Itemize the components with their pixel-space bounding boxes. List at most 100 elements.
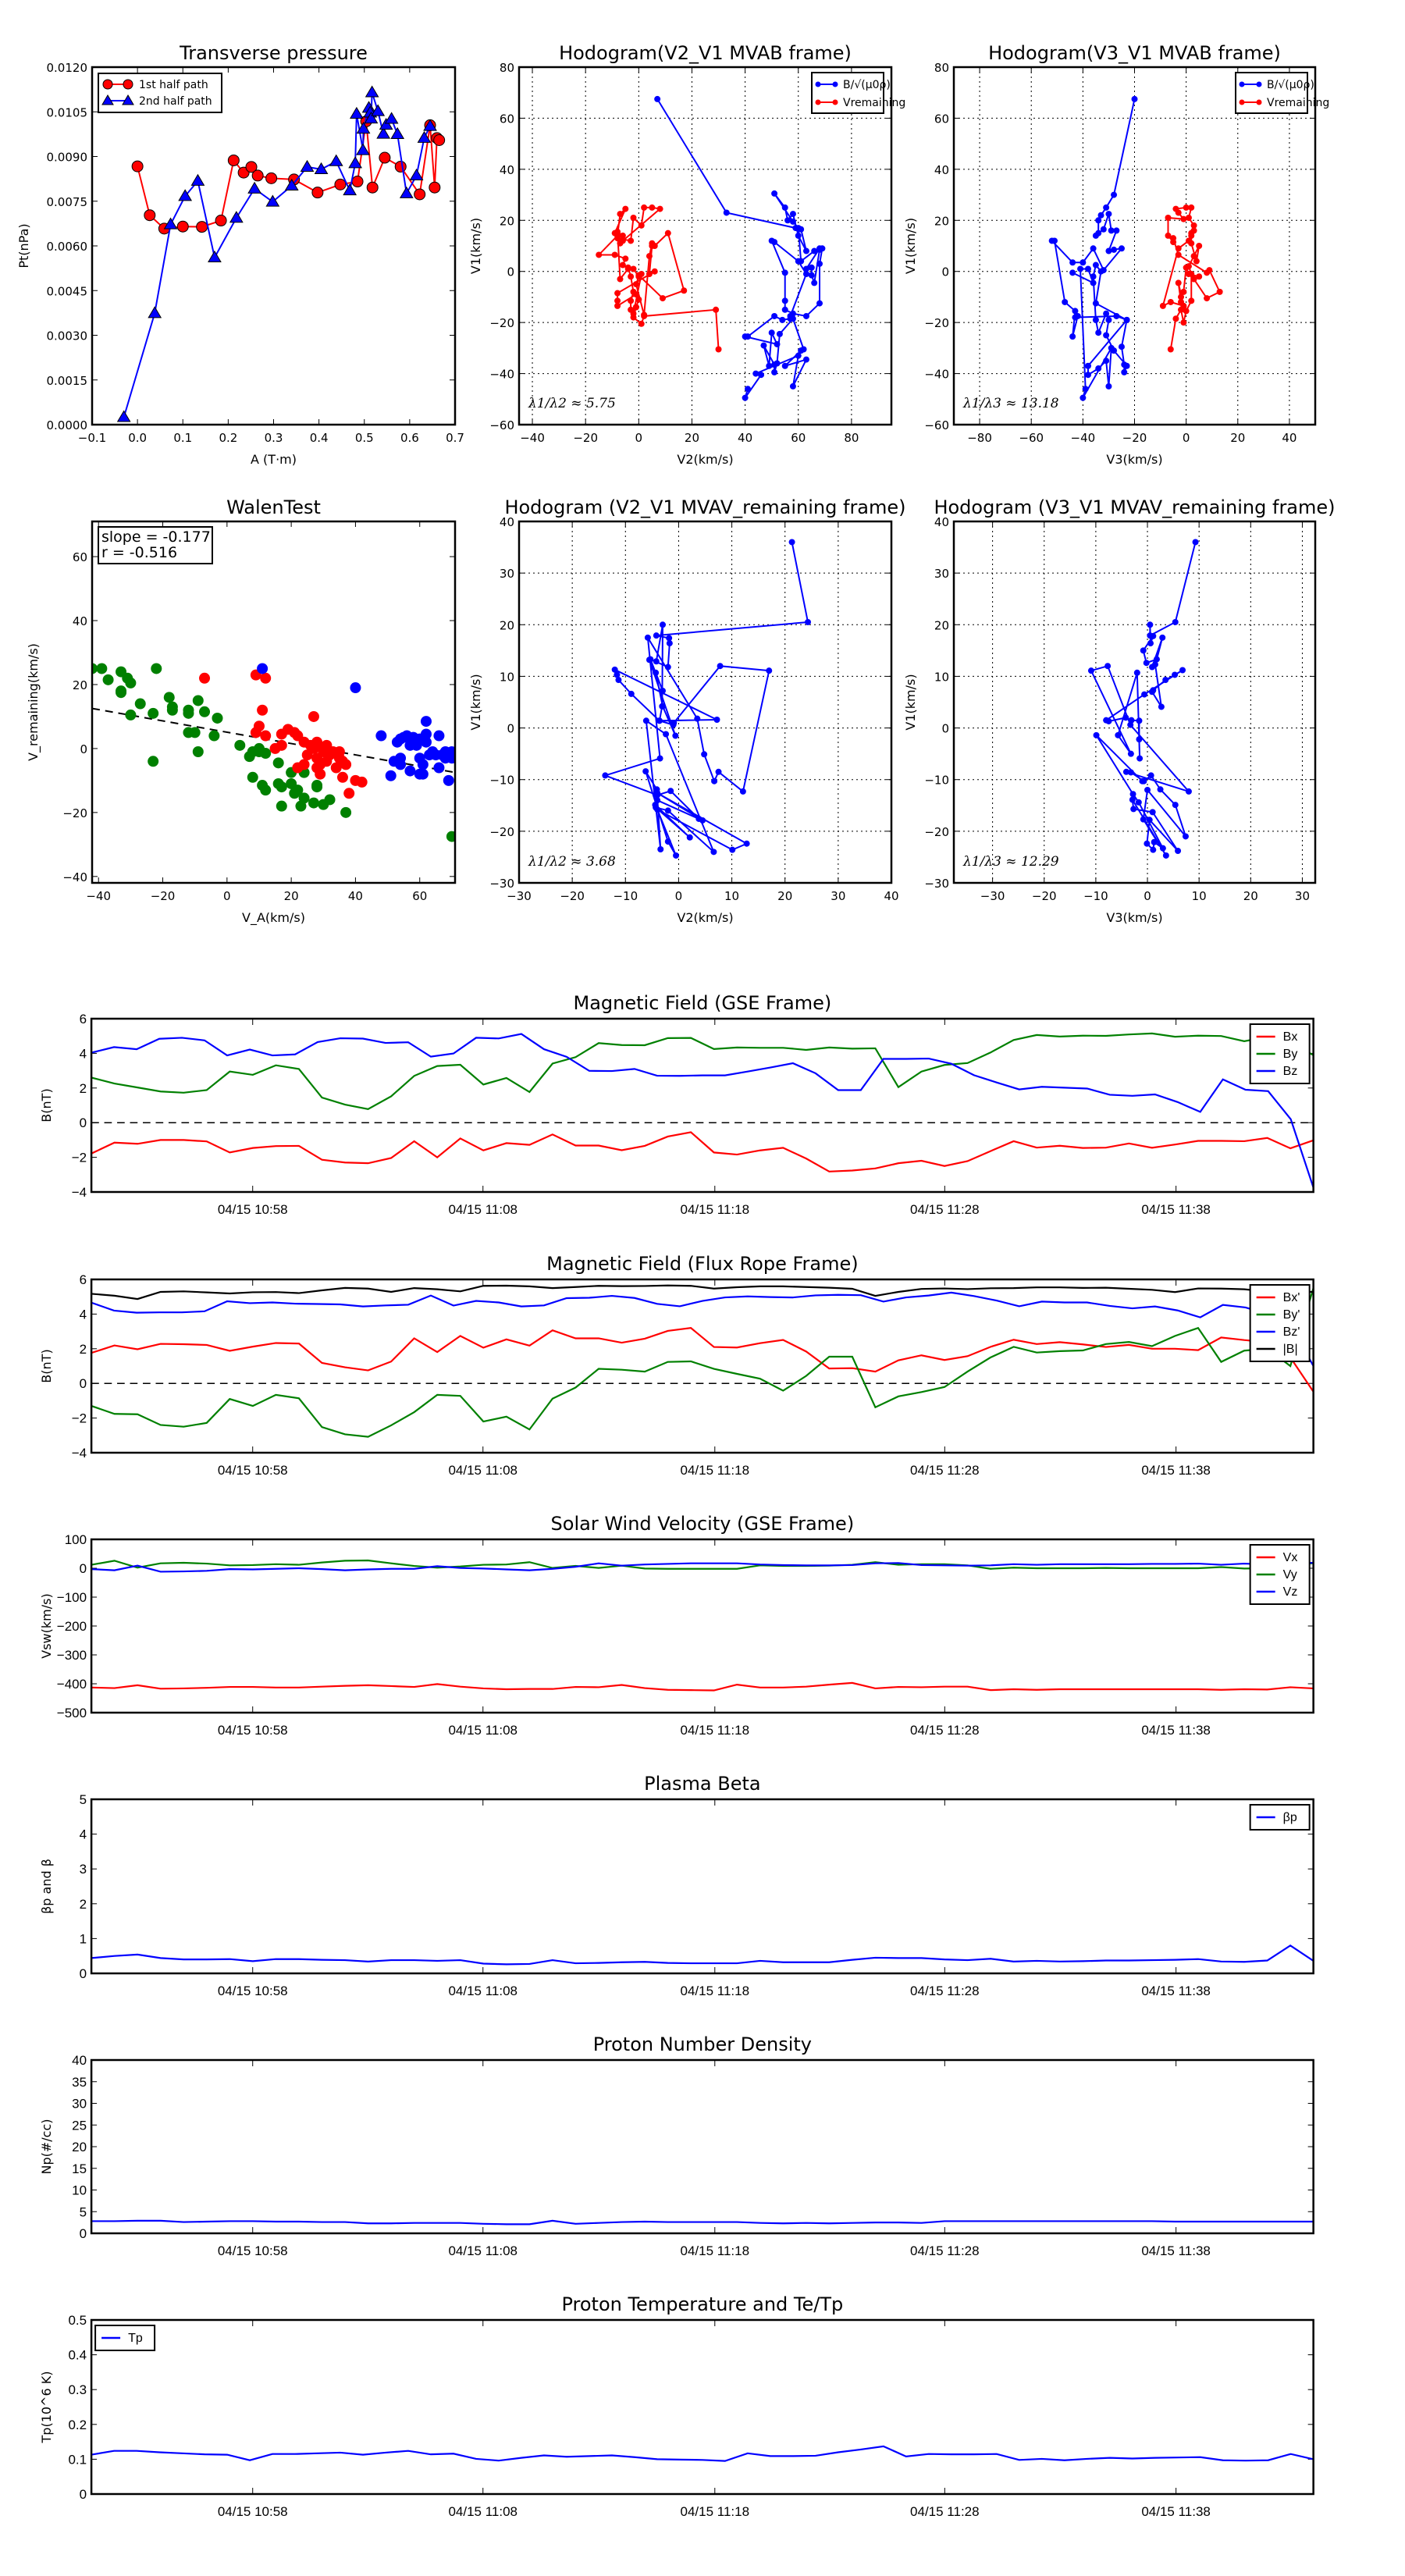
data-point bbox=[614, 229, 621, 236]
data-point bbox=[414, 188, 426, 201]
x-tick-label: 0.0 bbox=[128, 431, 147, 445]
legend-label: 2nd half path bbox=[139, 95, 212, 108]
data-point bbox=[247, 771, 258, 783]
series-line-vz bbox=[91, 1563, 1314, 1571]
y-tick-label: 100 bbox=[65, 1532, 87, 1547]
data-point bbox=[781, 204, 788, 211]
legend: Bx By Bz bbox=[1249, 1023, 1311, 1084]
x-tick-label: 0.3 bbox=[265, 431, 283, 445]
legend: βp bbox=[1249, 1804, 1311, 1831]
y-tick-label: 40 bbox=[934, 515, 949, 529]
data-point bbox=[343, 788, 355, 799]
data-point bbox=[1165, 215, 1172, 222]
data-point bbox=[390, 126, 405, 139]
axes-frame bbox=[91, 1279, 1314, 1453]
x-tick-label: 0 bbox=[635, 431, 643, 445]
data-point bbox=[766, 667, 773, 674]
data-point bbox=[1153, 656, 1160, 663]
y-tick-label: 20 bbox=[934, 618, 949, 632]
legend-label: Vy bbox=[1283, 1568, 1297, 1582]
data-point bbox=[1185, 270, 1192, 277]
x-tick-label: 04/15 11:38 bbox=[1141, 1984, 1211, 1998]
x-tick-label: −20 bbox=[1032, 889, 1057, 903]
data-point bbox=[1149, 809, 1156, 816]
data-point bbox=[723, 209, 730, 216]
data-point bbox=[642, 768, 649, 775]
data-point bbox=[656, 755, 663, 762]
legend-marker bbox=[123, 79, 133, 90]
data-point bbox=[260, 672, 272, 684]
y-tick-label: 2 bbox=[80, 1897, 87, 1912]
data-point bbox=[356, 122, 371, 134]
data-point bbox=[227, 154, 240, 166]
x-tick-label: 40 bbox=[884, 889, 898, 903]
x-axis-label: A (T·m) bbox=[251, 452, 297, 467]
data-point bbox=[234, 739, 246, 751]
y-tick-label: −2 bbox=[72, 1151, 87, 1165]
data-point bbox=[635, 296, 642, 303]
data-point bbox=[125, 677, 137, 688]
data-point bbox=[1123, 362, 1130, 369]
legend-marker bbox=[1256, 81, 1262, 87]
legend-label: Bx' bbox=[1283, 1291, 1300, 1304]
y-tick-label: 15 bbox=[72, 2161, 87, 2176]
data-point bbox=[781, 297, 788, 304]
legend-label: B/√(μ0ρ) bbox=[843, 79, 891, 91]
data-point bbox=[351, 176, 364, 188]
data-point bbox=[771, 312, 778, 319]
y-tick-label: 4 bbox=[80, 1307, 87, 1322]
plot-area bbox=[91, 1560, 1314, 1691]
y-tick-label: 30 bbox=[72, 2097, 87, 2112]
data-point bbox=[664, 807, 671, 814]
x-tick-label: 04/15 10:58 bbox=[218, 1723, 288, 1738]
data-point bbox=[1159, 634, 1166, 641]
x-tick-label: 04/15 11:18 bbox=[681, 2243, 750, 2258]
data-point bbox=[1162, 677, 1169, 684]
data-point bbox=[1095, 329, 1102, 336]
data-point bbox=[189, 727, 201, 738]
data-point bbox=[694, 715, 701, 722]
data-point bbox=[1178, 294, 1185, 301]
x-axis-label: V3(km/s) bbox=[1106, 910, 1162, 925]
axes-frame bbox=[91, 520, 457, 884]
x-tick-label: 04/15 11:28 bbox=[910, 1723, 980, 1738]
x-tick-label: 0 bbox=[1144, 889, 1151, 903]
data-point bbox=[1084, 265, 1091, 272]
data-point bbox=[1121, 368, 1128, 375]
chart-proton-temperature: 0 0.1 0.2 0.3 0.4 0.5 Proton Temperature and T… bbox=[39, 2293, 1314, 2519]
legend: 1st half path 2nd half path bbox=[98, 73, 222, 113]
y-tick-label: 80 bbox=[500, 61, 514, 75]
data-point bbox=[1108, 344, 1115, 351]
data-point bbox=[1172, 671, 1179, 678]
data-point bbox=[1146, 817, 1153, 824]
data-point bbox=[619, 232, 626, 239]
data-point bbox=[1129, 791, 1136, 798]
y-tick-label: 0.0045 bbox=[47, 284, 88, 298]
legend-label: Bz bbox=[1283, 1065, 1298, 1078]
data-point bbox=[628, 273, 635, 280]
data-point bbox=[673, 852, 680, 859]
data-point bbox=[729, 846, 736, 853]
x-tick-label: 04/15 10:58 bbox=[218, 2504, 288, 2519]
data-point bbox=[1206, 267, 1213, 274]
data-point bbox=[659, 687, 666, 694]
data-point bbox=[131, 160, 144, 173]
axes-frame bbox=[91, 2320, 1314, 2494]
x-tick-label: 04/15 11:18 bbox=[681, 1723, 750, 1738]
y-tick-label: 0 bbox=[80, 1115, 87, 1130]
data-point bbox=[420, 736, 432, 748]
data-point bbox=[102, 674, 114, 685]
data-point bbox=[656, 205, 663, 212]
x-tick-label: 20 bbox=[1243, 889, 1258, 903]
data-point bbox=[632, 281, 639, 288]
data-point bbox=[429, 181, 441, 194]
data-point bbox=[199, 706, 211, 717]
legend-label: Vremaining bbox=[1267, 97, 1329, 109]
x-tick-label: 10 bbox=[724, 889, 739, 903]
data-point bbox=[340, 806, 352, 818]
data-point bbox=[653, 632, 660, 639]
data-point bbox=[1115, 731, 1122, 738]
chart-title: Proton Temperature and Te/Tp bbox=[561, 2293, 843, 2315]
axes-frame bbox=[91, 66, 457, 426]
